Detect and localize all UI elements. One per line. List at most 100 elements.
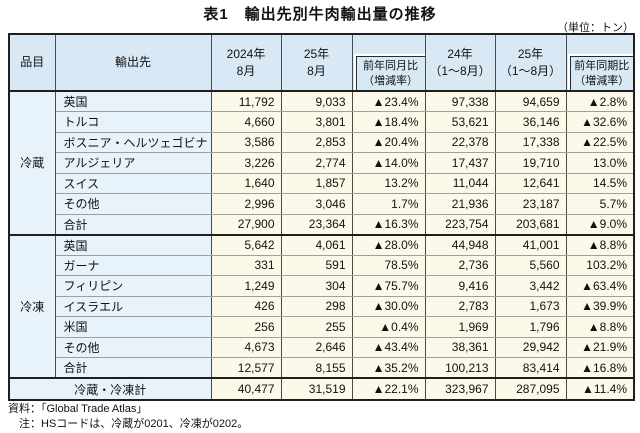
value-cell: 1,796 bbox=[494, 316, 567, 338]
table-row: スイス 1,640 1,857 13.2% 11,044 12,641 14.5% bbox=[9, 172, 635, 194]
value-cell: 13.0% bbox=[565, 152, 635, 174]
destination-cell: アルジェリア bbox=[54, 152, 212, 174]
table-row: その他 2,996 3,046 1.7% 21,936 23,187 5.7% bbox=[9, 193, 635, 215]
col-header-jan-aug-2024: 24年 （1～8月） bbox=[424, 34, 496, 92]
grand-total-label: 冷蔵・冷凍計 bbox=[8, 377, 212, 401]
value-cell: 14.5% bbox=[565, 172, 635, 194]
value-cell: ▲14.0% bbox=[351, 152, 426, 174]
value-cell: ▲0.4% bbox=[351, 316, 426, 338]
value-cell: 298 bbox=[280, 295, 353, 317]
value-cell: 2,783 bbox=[424, 295, 496, 317]
export-volume-table: 品目 輸出先 2024年 8月 25年 8月 前年同月比 （増減率） 24年 （… bbox=[8, 33, 635, 401]
col-header-aug-2024: 2024年 8月 bbox=[210, 34, 282, 92]
value-cell: 8,155 bbox=[280, 357, 353, 379]
value-cell: ▲28.0% bbox=[351, 233, 426, 256]
value-cell: ▲8.8% bbox=[565, 316, 635, 338]
value-cell: ▲20.4% bbox=[351, 131, 426, 153]
value-cell: 29,942 bbox=[494, 336, 567, 358]
value-cell: 5,560 bbox=[494, 254, 567, 276]
destination-cell: 英国 bbox=[54, 233, 212, 256]
value-cell: 40,477 bbox=[210, 377, 282, 401]
col-header-destination: 輸出先 bbox=[54, 34, 212, 92]
value-cell: 1.7% bbox=[351, 193, 426, 215]
value-cell: 1,249 bbox=[210, 275, 282, 297]
value-cell: 2,736 bbox=[424, 254, 496, 276]
value-cell: ▲35.2% bbox=[351, 357, 426, 379]
destination-cell: 英国 bbox=[54, 90, 212, 112]
value-cell: 304 bbox=[280, 275, 353, 297]
table-row: その他 4,673 2,646 ▲43.4% 38,361 29,942 ▲21.9% bbox=[9, 336, 635, 358]
value-cell: ▲23.4% bbox=[351, 90, 426, 112]
value-cell: 1,969 bbox=[424, 316, 496, 338]
value-cell: 23,187 bbox=[494, 193, 567, 215]
destination-cell: ガーナ bbox=[54, 254, 212, 276]
value-cell: 94,659 bbox=[494, 90, 567, 112]
table-row: ボスニア・ヘルツェゴビナ 3,586 2,853 ▲20.4% 22,378 17,338… bbox=[9, 131, 635, 153]
value-cell: ▲16.3% bbox=[351, 213, 426, 235]
table-row: 米国 256 255 ▲0.4% 1,969 1,796 ▲8.8% bbox=[9, 316, 635, 338]
value-cell: 13.2% bbox=[351, 172, 426, 194]
value-cell: ▲43.4% bbox=[351, 336, 426, 358]
destination-cell: フィリピン bbox=[54, 275, 212, 297]
table-row: 合計 27,900 23,364 ▲16.3% 223,754 203,681 ▲9.0% bbox=[9, 213, 635, 235]
col-header-aug-2025: 25年 8月 bbox=[280, 34, 353, 92]
table-row: 冷凍 英国 5,642 4,061 ▲28.0% 44,948 41,001 ▲8.8% bbox=[8, 233, 635, 379]
table-row: 合計 12,577 8,155 ▲35.2% 100,213 83,414 ▲16.8% bbox=[9, 357, 635, 379]
value-cell: 426 bbox=[210, 295, 282, 317]
value-cell: 9,033 bbox=[280, 90, 353, 112]
value-cell: 1,673 bbox=[494, 295, 567, 317]
value-cell: 3,046 bbox=[280, 193, 353, 215]
value-cell: 2,646 bbox=[280, 336, 353, 358]
value-cell: 2,774 bbox=[280, 152, 353, 174]
value-cell: ▲8.8% bbox=[565, 233, 635, 256]
value-cell: 323,967 bbox=[424, 377, 496, 401]
page-title: 表1 輸出先別牛肉輸出量の推移 bbox=[203, 6, 437, 23]
value-cell: 4,673 bbox=[210, 336, 282, 358]
destination-cell: 合計 bbox=[54, 357, 212, 379]
value-cell: 9,416 bbox=[424, 275, 496, 297]
value-cell: 4,660 bbox=[210, 111, 282, 133]
table-row: イスラエル 426 298 ▲30.0% 2,783 1,673 ▲39.9% bbox=[9, 295, 635, 317]
table-header: 品目 輸出先 2024年 8月 25年 8月 前年同月比 （増減率） 24年 （… bbox=[8, 34, 635, 92]
value-cell: 17,338 bbox=[494, 131, 567, 153]
value-cell: 12,577 bbox=[210, 357, 282, 379]
value-cell: 331 bbox=[210, 254, 282, 276]
value-cell: ▲32.6% bbox=[565, 111, 635, 133]
source-note: 資料：「Global Trade Atlas」 bbox=[8, 403, 148, 415]
value-cell: 22,378 bbox=[424, 131, 496, 153]
value-cell: 11,044 bbox=[424, 172, 496, 194]
value-cell: 19,710 bbox=[494, 152, 567, 174]
value-cell: 103.2% bbox=[565, 254, 635, 276]
value-cell: 4,061 bbox=[280, 233, 353, 256]
value-cell: ▲18.4% bbox=[351, 111, 426, 133]
destination-cell: イスラエル bbox=[54, 295, 212, 317]
value-cell: 256 bbox=[210, 316, 282, 338]
value-cell: ▲39.9% bbox=[565, 295, 635, 317]
value-cell: 5,642 bbox=[210, 233, 282, 256]
destination-cell: ボスニア・ヘルツェゴビナ bbox=[54, 131, 212, 153]
value-cell: 5.7% bbox=[565, 193, 635, 215]
unit-label: （単位：トン） bbox=[557, 22, 634, 34]
value-cell: ▲22.1% bbox=[351, 377, 426, 401]
table-body: 冷蔵 英国 11,792 9,033 ▲23.4% 97,338 94,659 ▲2.8% トル… bbox=[8, 90, 635, 401]
value-cell: 53,621 bbox=[424, 111, 496, 133]
col-header-mom-change: 前年同月比 （増減率） bbox=[351, 34, 426, 92]
value-cell: ▲9.0% bbox=[565, 213, 635, 235]
value-cell: ▲63.4% bbox=[565, 275, 635, 297]
value-cell: 287,095 bbox=[494, 377, 567, 401]
mom-change-box: 前年同月比 （増減率） bbox=[355, 56, 425, 90]
value-cell: ▲22.5% bbox=[565, 131, 635, 153]
value-cell: 23,364 bbox=[280, 213, 353, 235]
item-cell: 冷凍 bbox=[8, 233, 56, 379]
col-header-item: 品目 bbox=[8, 34, 56, 92]
value-cell: 223,754 bbox=[424, 213, 496, 235]
value-cell: 1,857 bbox=[280, 172, 353, 194]
item-cell: 冷蔵 bbox=[8, 90, 56, 235]
destination-cell: 合計 bbox=[54, 213, 212, 235]
table-row: ガーナ 331 591 78.5% 2,736 5,560 103.2% bbox=[9, 254, 635, 276]
value-cell: ▲16.8% bbox=[565, 357, 635, 379]
value-cell: 255 bbox=[280, 316, 353, 338]
destination-cell: 米国 bbox=[54, 316, 212, 338]
value-cell: 38,361 bbox=[424, 336, 496, 358]
